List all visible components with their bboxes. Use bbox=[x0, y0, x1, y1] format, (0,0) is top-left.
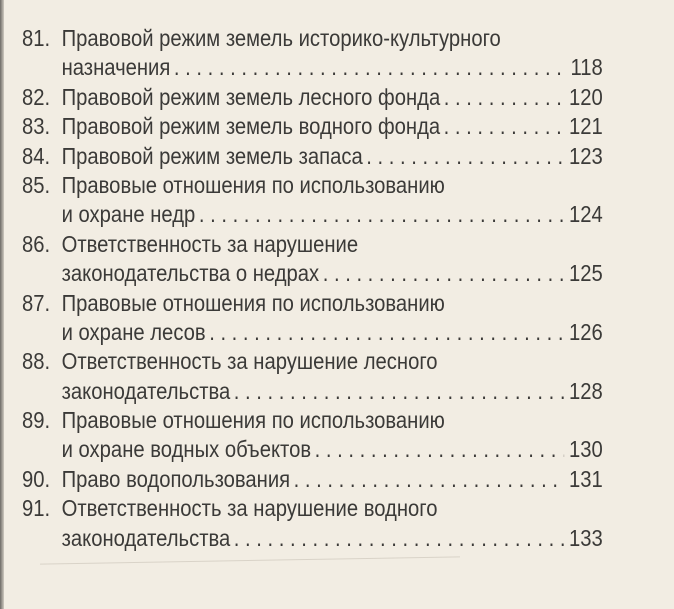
dot-leader bbox=[366, 142, 563, 171]
entry-number: 87. bbox=[22, 289, 51, 316]
toc-entry-line: 88. Ответственность за нарушение лесного bbox=[22, 347, 603, 376]
entry-number: 82. bbox=[22, 83, 51, 110]
entry-title: Правовые отношения по использованию bbox=[61, 407, 445, 434]
entry-title: Правовой режим земель запаса bbox=[61, 142, 363, 169]
toc-entry-line: 82. Правовой режим земель лесного фонда 12… bbox=[22, 83, 603, 112]
dot-leader bbox=[234, 377, 564, 406]
page-number: 118 bbox=[570, 54, 603, 81]
toc-entry-line: 83. Правовой режим земель водного фонда 12… bbox=[22, 112, 603, 141]
entry-title: Правовой режим земель историко-культурно… bbox=[61, 25, 501, 51]
dot-leader bbox=[234, 524, 564, 553]
dot-leader bbox=[315, 435, 564, 464]
dot-leader bbox=[323, 259, 564, 288]
table-of-contents: 81. Правовой режим земель историко-культу… bbox=[22, 24, 603, 553]
entry-number: 86. bbox=[22, 230, 51, 257]
toc-entry-line: 90. Право водопользования 131 bbox=[22, 465, 603, 494]
entry-number: 91. bbox=[22, 495, 51, 522]
entry-title: Ответственность за нарушение bbox=[61, 230, 359, 257]
toc-entry-line: 85. Правовые отношения по использованию bbox=[22, 171, 603, 200]
entry-number: 89. bbox=[22, 407, 51, 434]
page-number: 121 bbox=[569, 113, 603, 140]
entry-number: 84. bbox=[22, 142, 51, 169]
entry-title: законодательства о недрах bbox=[61, 260, 320, 287]
dot-leader bbox=[294, 465, 564, 494]
dot-leader bbox=[209, 318, 564, 347]
toc-entry-line: 84. Правовой режим земель запаса 123 bbox=[22, 142, 603, 171]
page-edge-shadow bbox=[0, 0, 4, 609]
page-number: 131 bbox=[569, 465, 603, 492]
toc-entry-line: 91. Ответственность за нарушение водного bbox=[22, 494, 603, 523]
entry-number: 85. bbox=[22, 171, 51, 198]
toc-entry-line: и охране недр 124 bbox=[22, 200, 603, 229]
toc-entry-line: законодательства о недрах 125 bbox=[22, 259, 603, 288]
page-number: 123 bbox=[569, 142, 603, 169]
paper-mark bbox=[40, 556, 460, 565]
entry-title: законодательства bbox=[61, 524, 231, 551]
entry-title: и охране водных объектов bbox=[61, 436, 312, 463]
entry-title: законодательства bbox=[61, 377, 231, 404]
entry-title: Право водопользования bbox=[61, 465, 291, 492]
entry-title: Правовые отношения по использованию bbox=[61, 171, 445, 198]
page-number: 125 bbox=[569, 260, 603, 287]
entry-number: 88. bbox=[22, 348, 51, 375]
page-number: 126 bbox=[569, 318, 603, 345]
entry-title: Правовой режим земель водного фонда bbox=[61, 113, 441, 140]
page-number: 124 bbox=[569, 201, 603, 228]
entry-title: Ответственность за нарушение лесного bbox=[61, 348, 438, 375]
dot-leader bbox=[444, 83, 564, 112]
entry-number: 81. bbox=[22, 25, 51, 51]
toc-entry-line: 87. Правовые отношения по использованию bbox=[22, 289, 603, 318]
page-number: 120 bbox=[569, 83, 603, 110]
toc-entry-line: и охране лесов 126 bbox=[22, 318, 603, 347]
dot-leader bbox=[199, 200, 564, 229]
toc-entry-line: 86. Ответственность за нарушение bbox=[22, 230, 603, 259]
entry-title: и охране недр bbox=[61, 201, 196, 228]
dot-leader bbox=[444, 112, 564, 141]
page-number: 130 bbox=[569, 436, 603, 463]
entry-title: назначения bbox=[61, 54, 171, 81]
toc-entry-line: назначения 118 bbox=[22, 53, 603, 82]
toc-entry-line: 89. Правовые отношения по использованию bbox=[22, 406, 603, 435]
toc-entry-line: законодательства 133 bbox=[22, 524, 603, 553]
page-number: 128 bbox=[569, 377, 603, 404]
page-number: 133 bbox=[569, 524, 603, 551]
entry-title: Ответственность за нарушение водного bbox=[61, 495, 438, 522]
dot-leader bbox=[174, 53, 565, 82]
entry-title: Правовой режим земель лесного фонда bbox=[61, 83, 441, 110]
entry-number: 83. bbox=[22, 113, 51, 140]
entry-title: и охране лесов bbox=[61, 318, 206, 345]
toc-entry-line: и охране водных объектов 130 bbox=[22, 435, 603, 464]
toc-entry-line: законодательства 128 bbox=[22, 377, 603, 406]
toc-entry-line: 81. Правовой режим земель историко-культу… bbox=[22, 24, 603, 53]
entry-title: Правовые отношения по использованию bbox=[61, 289, 445, 316]
entry-number: 90. bbox=[22, 465, 51, 492]
